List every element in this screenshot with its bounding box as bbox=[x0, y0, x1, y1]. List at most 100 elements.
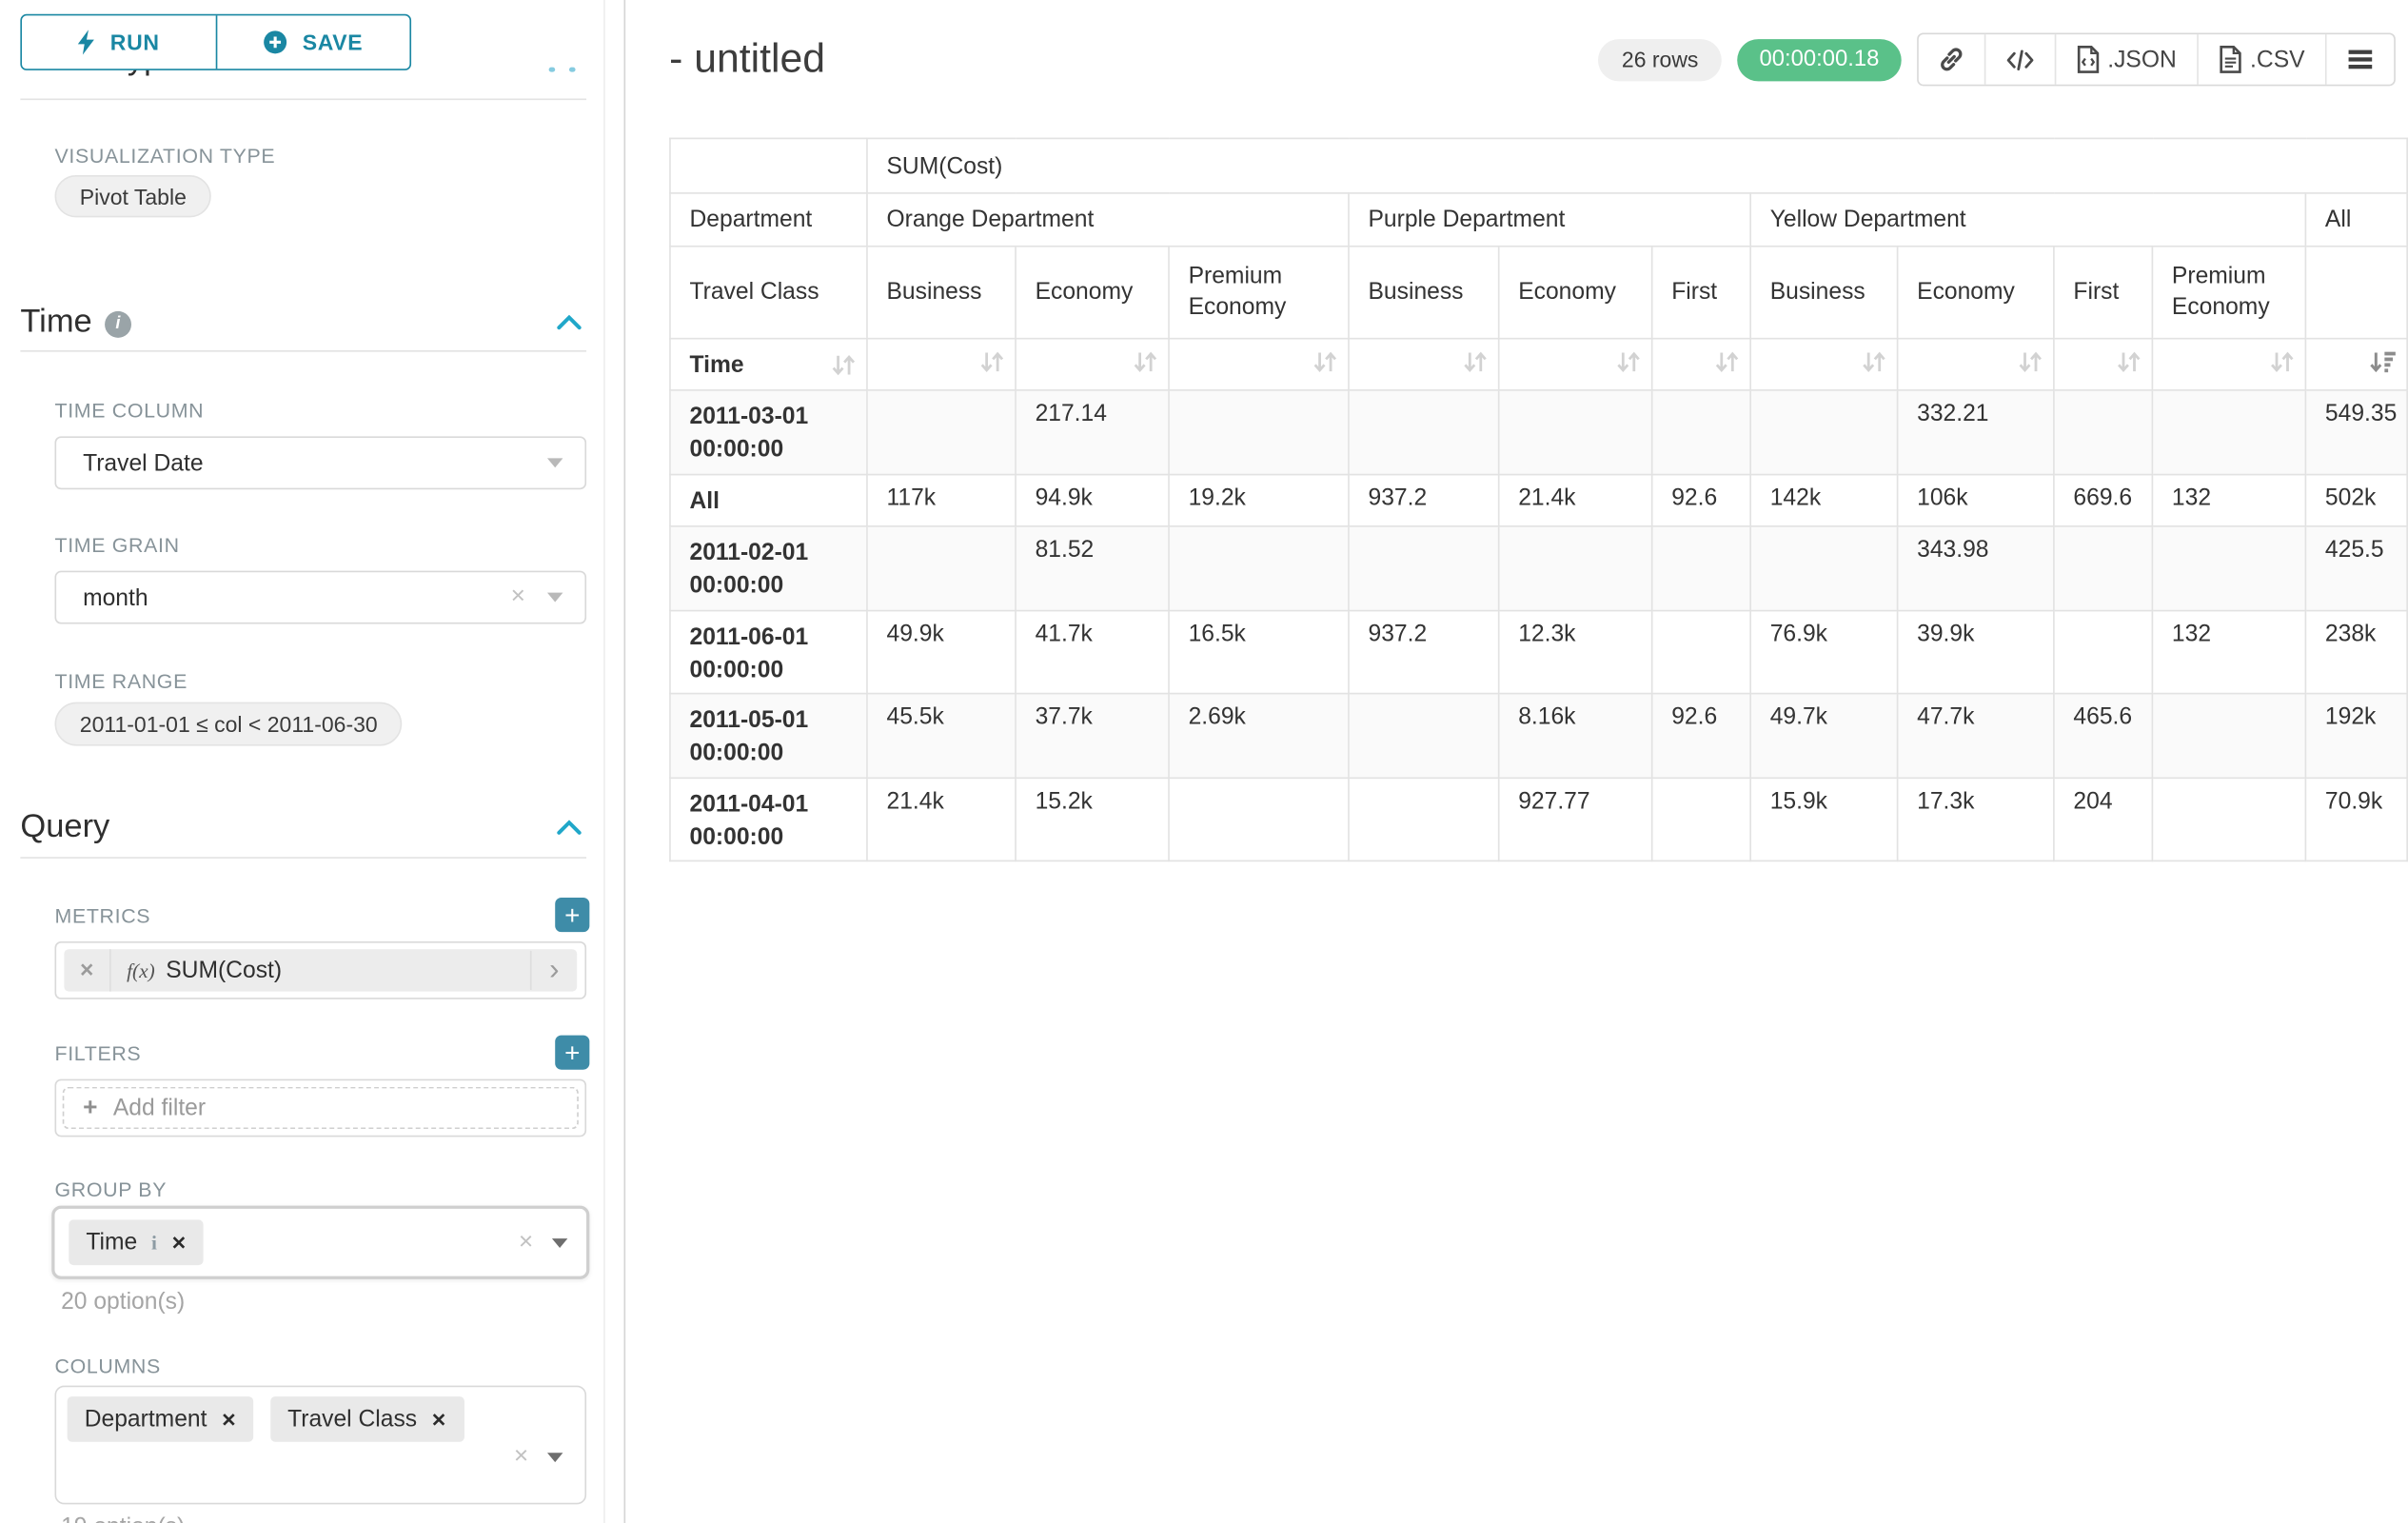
columns-chip[interactable]: Department ✕ bbox=[68, 1396, 254, 1442]
chevron-up-icon[interactable] bbox=[557, 820, 582, 835]
pivot-row-label: 2011-04-01 00:00:00 bbox=[670, 778, 867, 860]
share-link-button[interactable] bbox=[1918, 34, 1984, 85]
pivot-row-label: 2011-02-01 00:00:00 bbox=[670, 526, 867, 611]
pivot-value-cell bbox=[1750, 390, 1897, 475]
sort-icon[interactable] bbox=[1132, 349, 1158, 373]
group-by-chip[interactable]: Time i ✕ bbox=[69, 1219, 204, 1265]
close-icon[interactable]: ✕ bbox=[431, 1408, 447, 1430]
pivot-value-cell: 39.9k bbox=[1898, 611, 2054, 694]
pivot-value-cell: 16.5k bbox=[1169, 611, 1349, 694]
info-icon: i bbox=[151, 1230, 157, 1255]
section-divider bbox=[20, 98, 586, 100]
viz-type-chip[interactable]: Pivot Table bbox=[54, 175, 211, 217]
export-csv-button[interactable]: .CSV bbox=[2197, 34, 2325, 85]
sort-column-header bbox=[1169, 339, 1349, 390]
sort-column-header bbox=[1750, 339, 1897, 390]
close-icon[interactable]: ✕ bbox=[171, 1232, 188, 1254]
time-column-select[interactable]: Travel Date bbox=[54, 436, 586, 489]
pivot-value-cell: 41.7k bbox=[1016, 611, 1169, 694]
pivot-table-container: SUM(Cost)DepartmentOrange DepartmentPurp… bbox=[669, 138, 2408, 862]
columns-select[interactable]: Department ✕ Travel Class ✕ × bbox=[54, 1386, 586, 1505]
save-button[interactable]: SAVE bbox=[215, 15, 410, 69]
run-button[interactable]: RUN bbox=[22, 15, 215, 69]
sort-icon[interactable] bbox=[1861, 349, 1887, 373]
time-range-chip[interactable]: 2011-01-01 ≤ col < 2011-06-30 bbox=[54, 702, 402, 746]
group-by-label: GROUP BY bbox=[54, 1177, 167, 1201]
add-filter-button[interactable]: + Add filter bbox=[63, 1087, 579, 1129]
sort-icon[interactable] bbox=[1462, 349, 1489, 373]
sort-column-header bbox=[1349, 339, 1499, 390]
time-section-header[interactable]: Timei bbox=[20, 304, 130, 341]
sort-icon[interactable] bbox=[1312, 349, 1338, 373]
control-panel: RUN SAVE Chart Type VISUALIZATION TYPE P… bbox=[0, 0, 625, 1523]
drag-handle-dot[interactable] bbox=[549, 68, 556, 72]
sort-icon[interactable] bbox=[978, 349, 1005, 373]
pivot-value-cell: 19.2k bbox=[1169, 475, 1349, 526]
columns-chip[interactable]: Travel Class ✕ bbox=[270, 1396, 464, 1442]
pivot-value-cell bbox=[2054, 611, 2153, 694]
panel-scrollbar[interactable] bbox=[603, 0, 605, 1523]
filters-label: FILTERS bbox=[54, 1041, 141, 1065]
view-query-button[interactable] bbox=[1984, 34, 2054, 85]
pivot-value-cell: 37.7k bbox=[1016, 694, 1169, 779]
pivot-value-cell bbox=[1169, 778, 1349, 860]
menu-button[interactable] bbox=[2325, 34, 2394, 85]
sort-column-header bbox=[1016, 339, 1169, 390]
save-button-label: SAVE bbox=[303, 30, 364, 54]
pivot-value-cell: 15.2k bbox=[1016, 778, 1169, 860]
chevron-up-icon[interactable] bbox=[557, 314, 582, 329]
add-filter-plus-button[interactable]: + bbox=[555, 1036, 589, 1070]
pivot-value-cell: 502k bbox=[2305, 475, 2407, 526]
close-icon[interactable]: × bbox=[519, 1228, 533, 1256]
pivot-value-cell: 92.6 bbox=[1652, 475, 1751, 526]
group-by-options-note: 20 option(s) bbox=[61, 1289, 185, 1315]
export-csv-label: .CSV bbox=[2250, 46, 2305, 72]
caret-down-icon[interactable] bbox=[547, 1453, 563, 1462]
plus-circle-icon bbox=[264, 30, 288, 54]
time-dim-header: Time bbox=[670, 339, 867, 390]
department-group-header: All bbox=[2305, 193, 2407, 247]
sort-icon[interactable] bbox=[2017, 349, 2043, 373]
sort-icon[interactable] bbox=[1714, 349, 1741, 373]
sort-icon[interactable] bbox=[1615, 349, 1642, 373]
add-metric-button[interactable]: + bbox=[555, 898, 589, 932]
metric-chip[interactable]: × f(x) SUM(Cost) › bbox=[64, 949, 577, 991]
pivot-value-cell: 937.2 bbox=[1349, 611, 1499, 694]
csv-file-icon bbox=[2219, 46, 2242, 74]
travel-class-header: Economy bbox=[1016, 247, 1169, 339]
close-icon[interactable]: ✕ bbox=[221, 1408, 237, 1430]
metric-header-row: SUM(Cost) bbox=[670, 138, 2407, 193]
section-divider bbox=[20, 857, 586, 859]
sort-desc-icon[interactable] bbox=[2369, 349, 2398, 373]
pivot-value-cell: 94.9k bbox=[1016, 475, 1169, 526]
chart-title[interactable]: - untitled bbox=[669, 34, 825, 83]
add-filter-label: Add filter bbox=[113, 1095, 206, 1121]
time-section-title: Time bbox=[20, 304, 91, 340]
travel-class-header: First bbox=[2054, 247, 2153, 339]
travel-class-header: Economy bbox=[1499, 247, 1652, 339]
time-grain-select[interactable]: month × bbox=[54, 571, 586, 624]
close-icon[interactable]: × bbox=[511, 583, 525, 612]
travel-class-header: Economy bbox=[1898, 247, 2054, 339]
close-icon[interactable]: × bbox=[514, 1443, 528, 1472]
time-dim-label: Time bbox=[689, 348, 743, 382]
sort-icon[interactable] bbox=[830, 352, 857, 376]
caret-down-icon[interactable] bbox=[552, 1237, 567, 1247]
table-row: 2011-06-01 00:00:0049.9k41.7k16.5k937.21… bbox=[670, 611, 2407, 694]
pivot-value-cell: 142k bbox=[1750, 475, 1897, 526]
sort-column-header bbox=[867, 339, 1016, 390]
pivot-table: SUM(Cost)DepartmentOrange DepartmentPurp… bbox=[669, 138, 2408, 862]
drag-handle-dot[interactable] bbox=[569, 68, 576, 72]
pivot-row-label: 2011-05-01 00:00:00 bbox=[670, 694, 867, 779]
sort-icon[interactable] bbox=[2116, 349, 2142, 373]
chart-header-actions: 26 rows 00:00:00.18 bbox=[1598, 32, 2396, 86]
group-by-select[interactable]: Time i ✕ × bbox=[51, 1206, 589, 1279]
pivot-value-cell bbox=[1349, 526, 1499, 611]
export-json-button[interactable]: .JSON bbox=[2054, 34, 2197, 85]
sort-icon[interactable] bbox=[2269, 349, 2296, 373]
time-column-value: Travel Date bbox=[83, 449, 203, 476]
chevron-right-icon[interactable]: › bbox=[530, 951, 577, 990]
pivot-value-cell bbox=[2054, 526, 2153, 611]
pivot-value-cell: 192k bbox=[2305, 694, 2407, 779]
close-icon[interactable]: × bbox=[64, 949, 110, 991]
